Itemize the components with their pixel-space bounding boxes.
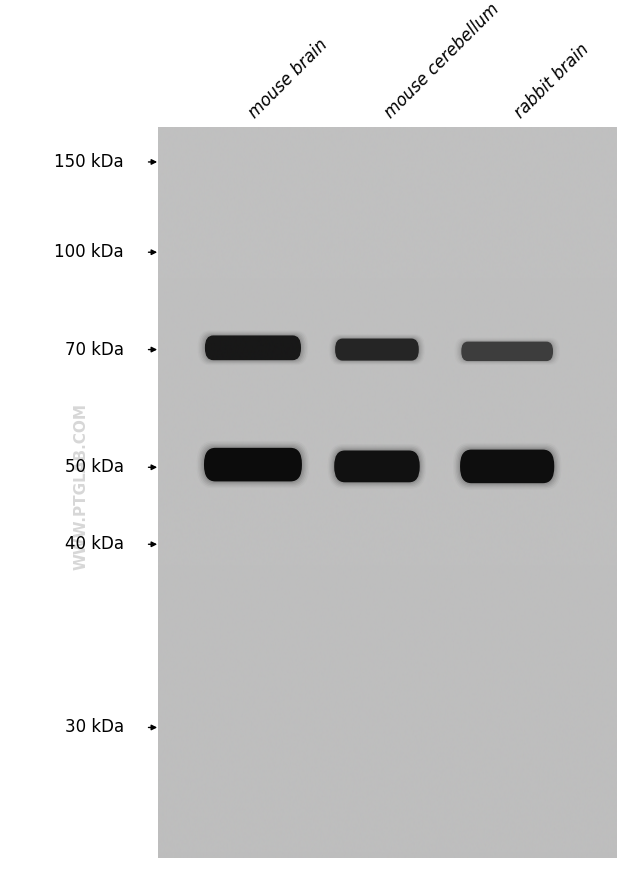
FancyBboxPatch shape [457,447,557,486]
FancyBboxPatch shape [329,445,425,488]
FancyBboxPatch shape [203,335,303,361]
FancyBboxPatch shape [332,448,422,485]
FancyBboxPatch shape [201,445,305,484]
Text: 150 kDa: 150 kDa [55,153,124,171]
Text: 100 kDa: 100 kDa [55,243,124,261]
FancyBboxPatch shape [334,337,420,361]
FancyBboxPatch shape [199,332,307,364]
FancyBboxPatch shape [203,446,303,483]
FancyBboxPatch shape [460,450,554,483]
Text: 70 kDa: 70 kDa [65,341,124,358]
Text: 30 kDa: 30 kDa [65,719,124,736]
Text: rabbit brain: rabbit brain [512,41,593,122]
FancyBboxPatch shape [332,336,422,363]
FancyBboxPatch shape [335,338,419,360]
Text: WWW.PTGLAB.COM: WWW.PTGLAB.COM [73,404,88,570]
Text: 40 kDa: 40 kDa [65,535,124,553]
FancyBboxPatch shape [201,333,305,363]
FancyBboxPatch shape [330,447,423,486]
FancyBboxPatch shape [457,339,557,364]
FancyBboxPatch shape [330,335,424,365]
FancyBboxPatch shape [334,450,420,482]
FancyBboxPatch shape [460,341,554,362]
FancyBboxPatch shape [459,340,556,363]
Text: mouse cerebellum: mouse cerebellum [381,0,503,122]
Text: 50 kDa: 50 kDa [65,458,124,476]
FancyBboxPatch shape [461,342,553,361]
FancyBboxPatch shape [202,334,304,362]
FancyBboxPatch shape [333,450,421,483]
FancyBboxPatch shape [459,448,556,485]
FancyBboxPatch shape [456,445,559,488]
FancyBboxPatch shape [454,444,560,489]
FancyBboxPatch shape [331,335,423,363]
FancyBboxPatch shape [200,443,306,486]
Text: mouse brain: mouse brain [245,36,331,122]
FancyBboxPatch shape [198,442,308,487]
FancyBboxPatch shape [205,335,301,360]
FancyBboxPatch shape [204,448,302,481]
